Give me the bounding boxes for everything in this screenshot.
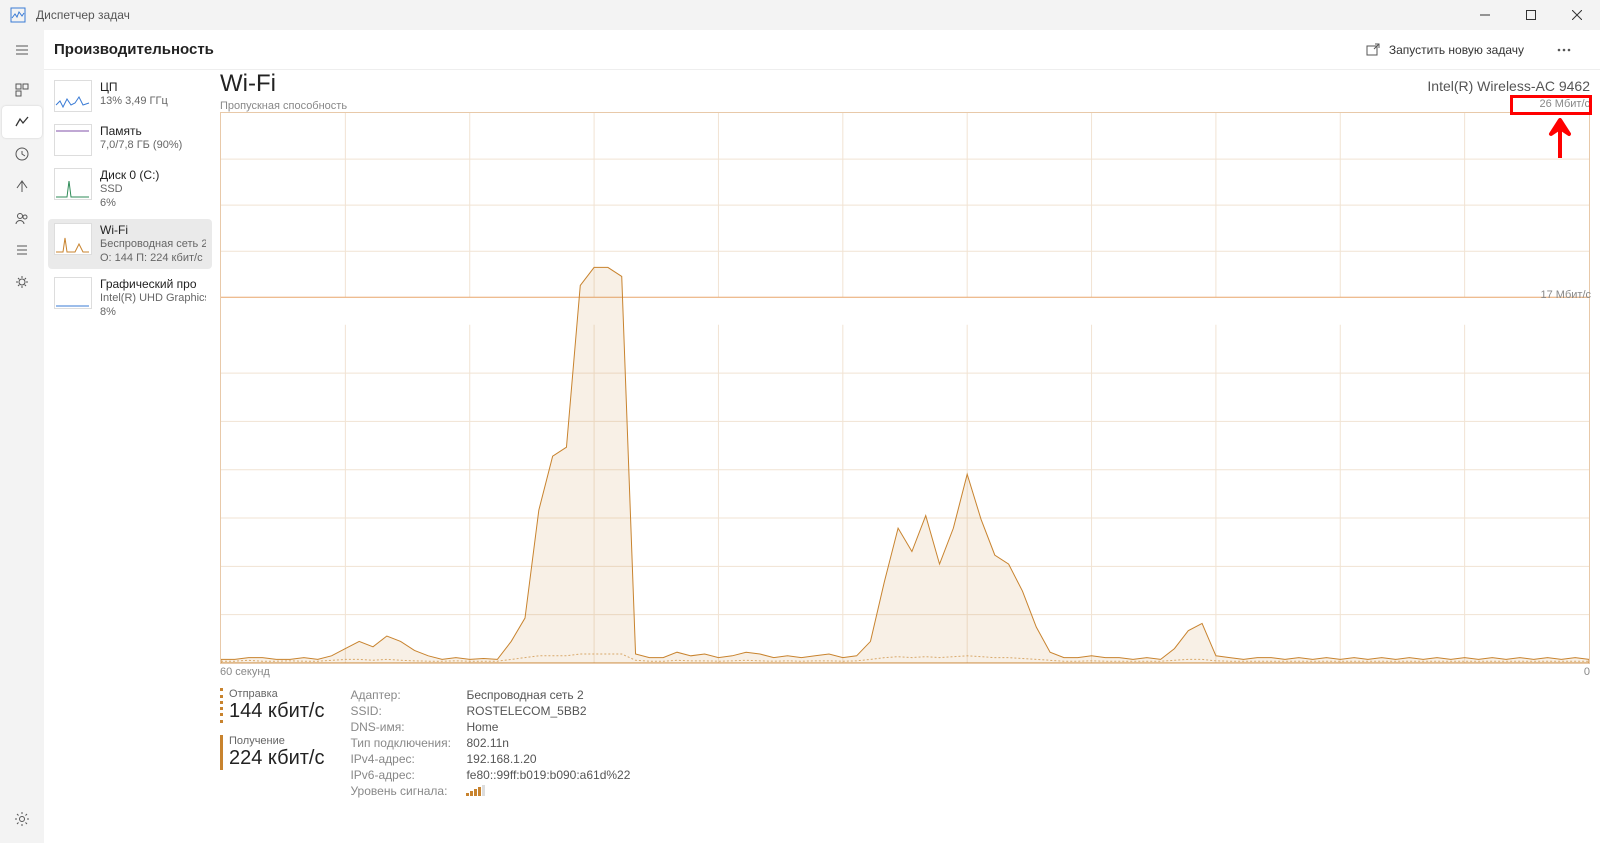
adapter-key: Адаптер: <box>350 688 460 702</box>
sidebar-thumb <box>54 223 92 255</box>
ipv4-key: IPv4-адрес: <box>350 752 460 766</box>
recv-label: Получение <box>229 735 324 747</box>
ssid-key: SSID: <box>350 704 460 718</box>
maximize-button[interactable] <box>1508 0 1554 30</box>
chart-label: Пропускная способность <box>220 100 1540 112</box>
history-icon[interactable] <box>2 138 42 170</box>
sidebar-item-sub2: 8% <box>100 305 206 319</box>
sidebar-item-0[interactable]: ЦП13% 3,49 ГГц <box>48 76 212 116</box>
send-stat: Отправка 144 кбит/с <box>220 688 324 723</box>
sidebar-item-2[interactable]: Диск 0 (C:)SSD6% <box>48 164 212 215</box>
details-table: Адаптер: Беспроводная сеть 2 SSID: ROSTELE… <box>350 688 630 799</box>
chart-y-mid: 17 Мбит/с <box>1541 289 1592 301</box>
minimize-button[interactable] <box>1462 0 1508 30</box>
recv-stat: Получение 224 кбит/с <box>220 735 324 770</box>
send-label: Отправка <box>229 688 324 700</box>
settings-icon[interactable] <box>2 803 42 835</box>
sidebar-thumb <box>54 80 92 112</box>
app-body: Производительность Запустить новую задач… <box>0 30 1600 843</box>
nav-rail <box>0 30 44 843</box>
recv-value: 224 кбит/с <box>229 747 324 770</box>
sidebar-thumb <box>54 277 92 309</box>
close-button[interactable] <box>1554 0 1600 30</box>
window-title: Диспетчер задач <box>36 8 1462 22</box>
conntype-val: 802.11n <box>466 736 630 750</box>
processes-icon[interactable] <box>2 74 42 106</box>
chart-x-axis: 60 секунд 0 <box>220 666 1590 678</box>
ssid-val: ROSTELECOM_5BB2 <box>466 704 630 718</box>
sidebar-item-sub2: 6% <box>100 196 159 210</box>
app-icon <box>10 7 26 23</box>
ipv6-key: IPv6-адрес: <box>350 768 460 782</box>
hamburger-button[interactable] <box>2 34 42 66</box>
adapter-name: Intel(R) Wireless-AC 9462 <box>1427 78 1590 94</box>
sidebar-item-1[interactable]: Память7,0/7,8 ГБ (90%) <box>48 120 212 160</box>
sidebar-item-4[interactable]: Графический проIntel(R) UHD Graphics 68% <box>48 273 212 324</box>
more-button[interactable] <box>1544 34 1584 66</box>
main-panel: Wi-Fi Intel(R) Wireless-AC 9462 Пропускн… <box>216 70 1600 843</box>
signal-val <box>466 784 630 799</box>
sidebar-item-3[interactable]: Wi-FiБеспроводная сеть 2О: 144 П: 224 кб… <box>48 219 212 270</box>
main-title: Wi-Fi <box>220 70 276 98</box>
sidebar-thumb <box>54 168 92 200</box>
dns-val: Home <box>466 720 630 734</box>
ipv4-val: 192.168.1.20 <box>466 752 630 766</box>
run-task-button[interactable]: Запустить новую задачу <box>1357 38 1532 62</box>
run-task-icon <box>1365 42 1381 58</box>
throughput-chart[interactable] <box>220 112 1590 664</box>
stats-block: Отправка 144 кбит/с Получение 224 кбит/с… <box>220 688 1590 799</box>
body: ЦП13% 3,49 ГГцПамять7,0/7,8 ГБ (90%)Диск… <box>44 70 1600 843</box>
sidebar-item-sub1: Беспроводная сеть 2 <box>100 237 206 251</box>
run-task-label: Запустить новую задачу <box>1389 43 1524 57</box>
titlebar: Диспетчер задач <box>0 0 1600 30</box>
chart-outer: 17 Мбит/с <box>220 112 1590 664</box>
sidebar-item-sub1: 7,0/7,8 ГБ (90%) <box>100 138 182 152</box>
page-header: Производительность Запустить новую задач… <box>44 30 1600 70</box>
chart-y-max: 26 Мбит/с <box>1540 98 1591 112</box>
users-icon[interactable] <box>2 202 42 234</box>
sidebar-item-sub1: 13% 3,49 ГГц <box>100 94 168 108</box>
signal-key: Уровень сигнала: <box>350 784 460 799</box>
dns-key: DNS-имя: <box>350 720 460 734</box>
performance-sidebar: ЦП13% 3,49 ГГцПамять7,0/7,8 ГБ (90%)Диск… <box>44 70 216 843</box>
startup-icon[interactable] <box>2 170 42 202</box>
sidebar-item-sub1: SSD <box>100 182 159 196</box>
window-controls <box>1462 0 1600 30</box>
sidebar-thumb <box>54 124 92 156</box>
ipv6-val: fe80::99ff:b019:b090:a61d%22 <box>466 768 630 782</box>
sidebar-item-title: ЦП <box>100 80 168 94</box>
services-icon[interactable] <box>2 266 42 298</box>
sidebar-item-title: Диск 0 (C:) <box>100 168 159 182</box>
sidebar-item-title: Память <box>100 124 182 138</box>
send-value: 144 кбит/с <box>229 700 324 723</box>
sidebar-item-sub2: О: 144 П: 224 кбит/с <box>100 251 206 265</box>
adapter-val: Беспроводная сеть 2 <box>466 688 630 702</box>
x-max-label: 0 <box>1584 666 1590 678</box>
sidebar-item-title: Wi-Fi <box>100 223 206 237</box>
content-wrap: Производительность Запустить новую задач… <box>44 30 1600 843</box>
sidebar-item-title: Графический про <box>100 277 206 291</box>
sidebar-item-sub1: Intel(R) UHD Graphics 6 <box>100 291 206 305</box>
details-icon[interactable] <box>2 234 42 266</box>
performance-icon[interactable] <box>2 106 42 138</box>
conntype-key: Тип подключения: <box>350 736 460 750</box>
x-min-label: 60 секунд <box>220 666 270 678</box>
page-title: Производительность <box>54 41 214 58</box>
main-header: Wi-Fi Intel(R) Wireless-AC 9462 <box>220 70 1590 98</box>
